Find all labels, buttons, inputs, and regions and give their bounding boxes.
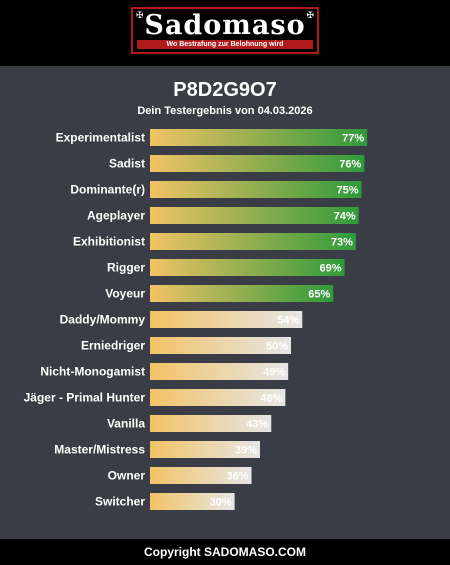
category-label-erniedriger: Erniedriger <box>81 339 145 353</box>
bar-sadist <box>150 155 365 172</box>
value-label-erniedriger: 50% <box>266 341 288 353</box>
bar-ageplayer <box>150 207 359 224</box>
bar-dominante-r <box>150 181 362 198</box>
value-label-daddy-mommy: 54% <box>277 315 299 327</box>
bar-voyeur <box>150 285 334 302</box>
logo-tagline: Wo Bestrafung zur Belohnung wird <box>137 40 313 49</box>
category-label-owner: Owner <box>108 469 146 483</box>
value-label-sadist: 76% <box>339 159 361 171</box>
value-label-rigger: 69% <box>320 263 342 275</box>
logo-wordmark: Sadomaso <box>144 10 306 41</box>
bar-rigger <box>150 259 345 276</box>
cross-icon: ✠ <box>306 10 314 20</box>
bar-owner <box>150 467 252 484</box>
bar-master-mistress <box>150 441 260 458</box>
category-label-ageplayer: Ageplayer <box>87 209 145 223</box>
sadomaso-logo[interactable]: ✠ ✠ Sadomaso Wo Bestrafung zur Belohnung… <box>131 7 319 54</box>
category-label-daddy-mommy: Daddy/Mommy <box>60 313 146 327</box>
category-label-nicht-monogamist: Nicht-Monogamist <box>40 365 145 379</box>
category-label-master-mistress: Master/Mistress <box>54 443 145 457</box>
value-label-owner: 36% <box>226 471 248 483</box>
result-subtitle: Dein Testergebnis von 04.03.2026 <box>137 105 313 117</box>
value-label-experimentalist: 77% <box>342 133 364 145</box>
category-label-experimentalist: Experimentalist <box>56 131 145 145</box>
cross-icon: ✠ <box>136 10 144 20</box>
value-label-master-mistress: 39% <box>235 445 257 457</box>
bar-experimentalist <box>150 129 368 146</box>
category-label-rigger: Rigger <box>107 261 145 275</box>
category-label-jäger-primal-hunter: Jäger - Primal Hunter <box>24 391 146 405</box>
footer-copyright: Copyright SADOMASO.COM <box>0 539 450 565</box>
bar-jäger-primal-hunter <box>150 389 286 406</box>
value-label-voyeur: 65% <box>308 289 330 301</box>
value-label-exhibitionist: 73% <box>331 237 353 249</box>
category-label-vanilla: Vanilla <box>107 417 145 431</box>
category-label-dominante-r: Dominante(r) <box>70 183 145 197</box>
bar-switcher <box>150 493 235 510</box>
bar-daddy-mommy <box>150 311 303 328</box>
bar-erniedriger <box>150 337 291 354</box>
value-label-vanilla: 43% <box>246 419 268 431</box>
category-label-voyeur: Voyeur <box>105 287 145 301</box>
value-label-jäger-primal-hunter: 48% <box>260 393 282 405</box>
category-label-exhibitionist: Exhibitionist <box>73 235 145 249</box>
bar-nicht-monogamist <box>150 363 289 380</box>
value-label-switcher: 30% <box>210 497 232 509</box>
result-code: P8D2G9O7 <box>173 79 277 101</box>
bar-exhibitionist <box>150 233 356 250</box>
value-label-nicht-monogamist: 49% <box>263 367 285 379</box>
bar-vanilla <box>150 415 272 432</box>
value-label-ageplayer: 74% <box>334 211 356 223</box>
category-label-switcher: Switcher <box>95 495 145 509</box>
category-label-sadist: Sadist <box>109 157 145 171</box>
site-header: ✠ ✠ Sadomaso Wo Bestrafung zur Belohnung… <box>0 0 450 66</box>
value-label-dominante-r: 75% <box>336 185 358 197</box>
